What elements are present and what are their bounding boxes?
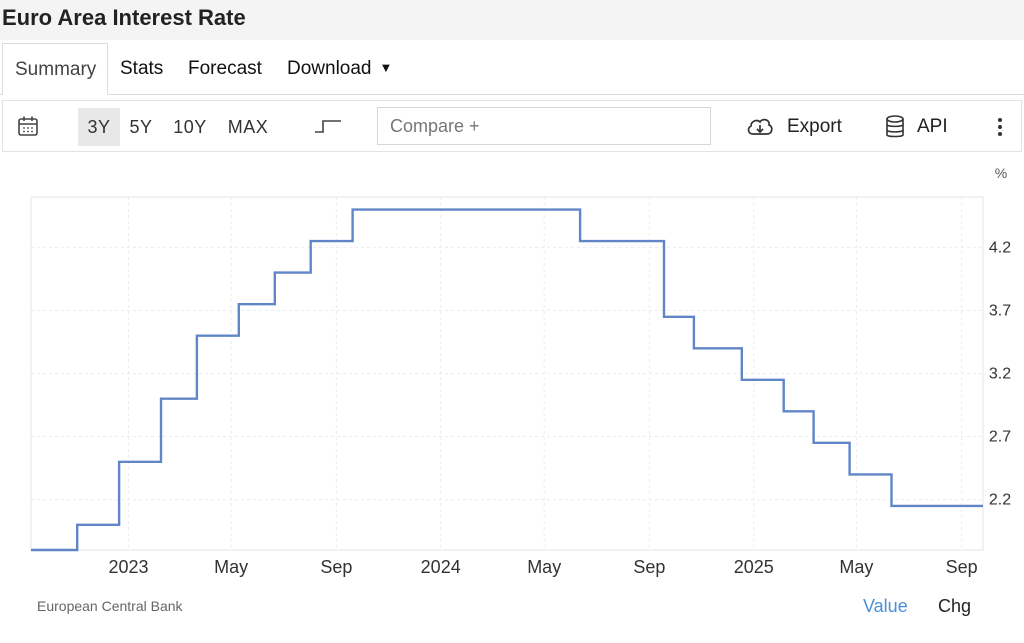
- source-label: European Central Bank: [37, 598, 183, 614]
- y-axis-labels: 2.2 2.7 3.2 3.7 4.2: [989, 239, 1011, 508]
- y-tick-label: 2.7: [989, 429, 1011, 446]
- vertical-dots-icon[interactable]: [995, 116, 1005, 143]
- calendar-icon[interactable]: [17, 115, 39, 142]
- unit-label: %: [995, 165, 1007, 181]
- api-button[interactable]: API: [917, 108, 948, 146]
- database-icon[interactable]: [884, 114, 906, 145]
- tab-stats[interactable]: Stats: [120, 43, 163, 95]
- x-tick-label: May: [214, 557, 248, 577]
- range-3y-button[interactable]: 3Y: [78, 108, 120, 146]
- x-tick-label: Sep: [946, 557, 978, 577]
- tab-stats-label: Stats: [120, 58, 163, 79]
- y-tick-label: 3.7: [989, 302, 1011, 319]
- compare-input[interactable]: Compare +: [377, 107, 711, 145]
- series-line-group: [31, 210, 983, 550]
- grid: [31, 197, 983, 550]
- chart-toolbar: 3Y 5Y 10Y MAX Compare + Export API: [2, 100, 1022, 152]
- interest-rate-chart: % 2023 May Sep 2024 May Sep 2025 May Sep 2.2 2.7 3…: [0, 152, 1024, 638]
- x-axis-labels: 2023 May Sep 2024 May Sep 2025 May Sep: [108, 557, 977, 577]
- range-10y-button[interactable]: 10Y: [168, 108, 212, 146]
- x-tick-label: 2024: [421, 557, 461, 577]
- tab-forecast-label: Forecast: [188, 58, 262, 79]
- x-tick-label: May: [839, 557, 873, 577]
- y-tick-label: 3.2: [989, 366, 1011, 383]
- tab-forecast[interactable]: Forecast: [188, 43, 262, 95]
- y-tick-label: 4.2: [989, 239, 1011, 256]
- chg-toggle[interactable]: Chg: [938, 596, 971, 617]
- y-tick-label: 2.2: [989, 492, 1011, 509]
- range-max-button[interactable]: MAX: [222, 108, 274, 146]
- tab-summary[interactable]: Summary: [2, 43, 108, 95]
- x-tick-label: May: [527, 557, 561, 577]
- x-tick-label: Sep: [633, 557, 665, 577]
- cloud-download-icon[interactable]: [745, 115, 775, 144]
- value-toggle[interactable]: Value: [863, 596, 908, 617]
- x-tick-label: 2023: [108, 557, 148, 577]
- tab-summary-label: Summary: [15, 59, 96, 80]
- range-5y-button[interactable]: 5Y: [124, 108, 158, 146]
- series-line: [31, 210, 983, 550]
- step-line-icon[interactable]: [313, 115, 343, 142]
- x-tick-label: 2025: [734, 557, 774, 577]
- tab-download[interactable]: Download ▼: [287, 43, 392, 95]
- x-tick-label: Sep: [320, 557, 352, 577]
- chart-area: % 2023 May Sep 2024 May Sep 2025 May Sep 2.2 2.7 3…: [0, 152, 1024, 638]
- tab-download-label: Download: [287, 58, 372, 79]
- caret-down-icon: ▼: [380, 60, 393, 75]
- tab-bar: Summary Stats Forecast Download ▼: [0, 40, 1024, 95]
- page-title: Euro Area Interest Rate: [0, 0, 1024, 40]
- export-button[interactable]: Export: [787, 108, 842, 146]
